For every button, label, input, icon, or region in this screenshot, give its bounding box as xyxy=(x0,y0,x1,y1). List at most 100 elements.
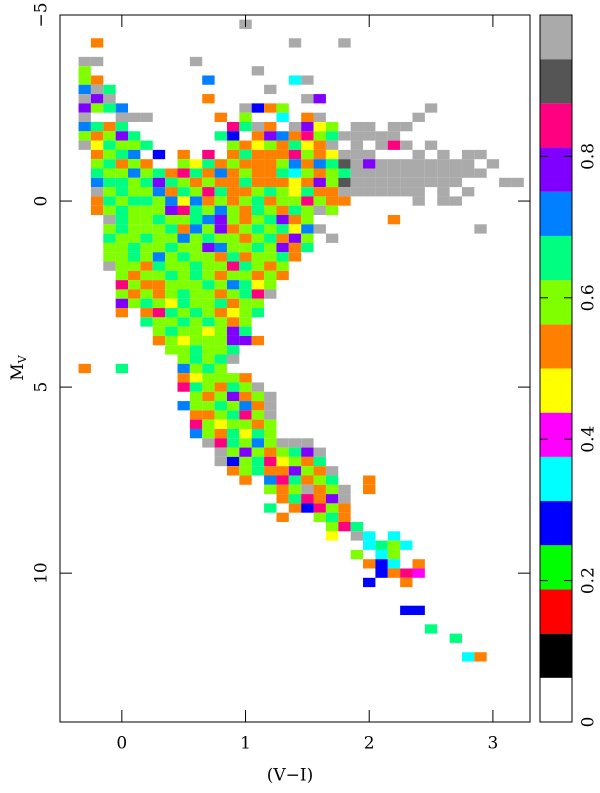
cell xyxy=(115,140,129,150)
cell xyxy=(338,187,351,197)
cell xyxy=(251,270,265,281)
cell xyxy=(313,466,326,476)
cell xyxy=(177,308,190,318)
cell xyxy=(214,298,227,309)
cell xyxy=(115,205,129,216)
cell xyxy=(264,401,277,411)
cell xyxy=(239,261,252,271)
cell xyxy=(239,475,252,485)
cell xyxy=(128,261,141,271)
cell xyxy=(264,428,277,439)
cell xyxy=(264,503,277,513)
cell xyxy=(202,354,215,364)
cell xyxy=(239,252,252,262)
cell xyxy=(115,215,129,225)
cell xyxy=(165,177,178,188)
cell xyxy=(412,159,425,169)
cell xyxy=(325,531,339,541)
cell xyxy=(313,475,326,485)
cell xyxy=(239,317,252,327)
cell xyxy=(128,187,141,197)
cell xyxy=(115,131,129,141)
cell xyxy=(226,233,240,243)
cell xyxy=(214,354,227,364)
cell xyxy=(239,428,252,439)
cell xyxy=(301,242,314,253)
cell xyxy=(115,308,129,318)
cell xyxy=(437,149,450,160)
cell xyxy=(90,103,104,113)
cell xyxy=(177,326,190,336)
cell xyxy=(437,168,450,178)
cell xyxy=(264,215,277,225)
cell xyxy=(400,605,413,616)
cell xyxy=(226,280,240,290)
cell xyxy=(276,159,289,169)
cell xyxy=(214,224,227,234)
cell xyxy=(128,215,141,225)
cell xyxy=(301,159,314,169)
cell xyxy=(177,298,190,309)
cell xyxy=(128,242,141,253)
cell xyxy=(350,521,364,532)
cell xyxy=(226,382,240,392)
cell xyxy=(338,168,351,178)
cell xyxy=(103,149,116,160)
cell xyxy=(226,252,240,262)
cell xyxy=(90,38,104,48)
cell xyxy=(152,308,166,318)
cell xyxy=(412,605,425,616)
cell xyxy=(152,187,166,197)
cell xyxy=(226,140,240,150)
cell xyxy=(103,121,116,132)
cell xyxy=(313,149,326,160)
cell xyxy=(78,121,91,132)
cell xyxy=(400,187,413,197)
cell xyxy=(338,38,351,48)
cell xyxy=(189,317,203,327)
cell xyxy=(202,308,215,318)
cell xyxy=(288,159,302,169)
cell xyxy=(226,224,240,234)
cell xyxy=(387,140,401,150)
cell xyxy=(239,215,252,225)
cell xyxy=(214,280,227,290)
cell xyxy=(90,196,104,206)
cell xyxy=(103,224,116,234)
cell xyxy=(152,298,166,309)
cell xyxy=(313,484,326,495)
cell xyxy=(78,66,91,76)
cell xyxy=(288,456,302,467)
cell xyxy=(313,131,326,141)
x-axis-label: (V−I) xyxy=(267,766,314,786)
cell xyxy=(239,187,252,197)
cell xyxy=(90,177,104,188)
cell xyxy=(202,335,215,346)
cell xyxy=(214,168,227,178)
cell xyxy=(387,531,401,541)
cell xyxy=(264,410,277,420)
cell xyxy=(140,298,153,309)
colorbar-frame xyxy=(539,14,573,723)
cell xyxy=(226,391,240,402)
cell xyxy=(424,624,438,634)
cell xyxy=(264,289,277,299)
cell xyxy=(449,196,462,206)
cell xyxy=(276,252,289,262)
cell xyxy=(165,215,178,225)
cell xyxy=(202,205,215,216)
colorbar-segment xyxy=(540,59,572,104)
cell xyxy=(276,205,289,216)
cell xyxy=(103,187,116,197)
cell xyxy=(251,335,265,346)
cell xyxy=(313,196,326,206)
cell xyxy=(251,391,265,402)
cell xyxy=(251,149,265,160)
cell xyxy=(140,280,153,290)
cell xyxy=(202,410,215,420)
cell xyxy=(214,308,227,318)
cell xyxy=(301,494,314,504)
cell xyxy=(313,447,326,457)
cell xyxy=(103,84,116,95)
cell xyxy=(177,187,190,197)
